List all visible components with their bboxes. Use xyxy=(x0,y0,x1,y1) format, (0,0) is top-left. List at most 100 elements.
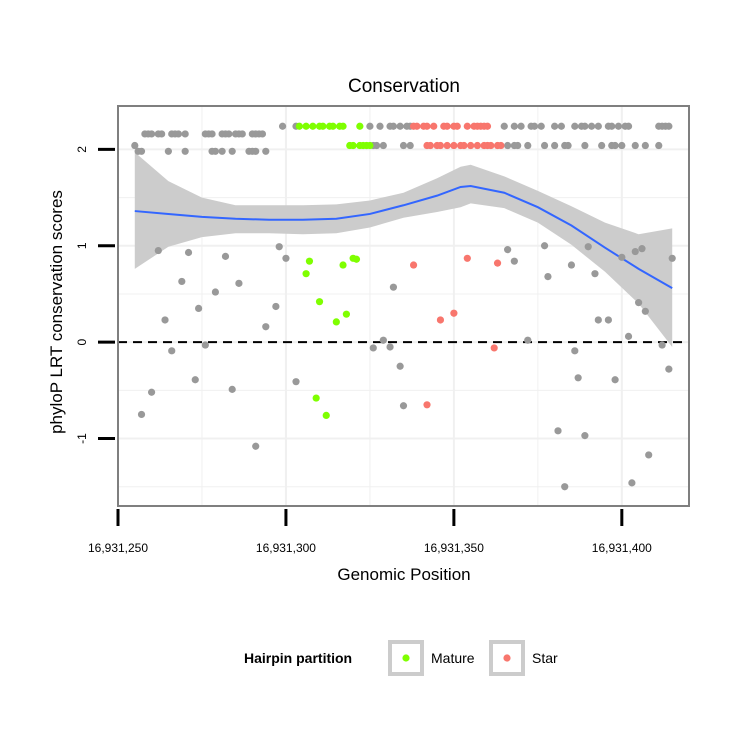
data-point-other xyxy=(369,344,377,352)
data-point-star xyxy=(436,141,445,150)
data-point-star xyxy=(460,141,468,150)
data-point-other xyxy=(278,122,287,130)
data-point-other xyxy=(262,323,270,331)
data-point-other xyxy=(530,122,539,130)
smooth-line-group xyxy=(134,184,673,290)
axes: 16,931,250 16,931,300 16,931,350 16,931,400… xyxy=(75,146,652,555)
legend-point-star xyxy=(503,654,511,662)
data-point-other xyxy=(181,130,189,138)
data-point-star xyxy=(443,122,451,130)
data-point-mature xyxy=(329,122,337,130)
data-point-other xyxy=(581,122,589,130)
data-point-other xyxy=(184,248,193,257)
data-point-mature xyxy=(332,318,340,326)
data-point-other xyxy=(628,479,636,487)
data-point-other xyxy=(131,141,139,150)
loess-smooth-line xyxy=(134,184,673,290)
data-point-other xyxy=(524,336,532,344)
chart-title: Conservation xyxy=(348,76,460,97)
legend-point-mature xyxy=(402,654,410,662)
data-point-star xyxy=(409,261,418,269)
data-point-other xyxy=(137,410,146,419)
panel-border xyxy=(117,105,690,507)
data-point-other xyxy=(557,122,565,130)
data-point-other xyxy=(292,378,300,386)
data-point-other xyxy=(178,277,186,286)
data-point-other xyxy=(618,141,626,150)
data-point-other xyxy=(571,347,579,355)
data-point-other xyxy=(396,122,404,130)
data-point-star xyxy=(413,122,421,130)
data-point-other xyxy=(195,304,203,313)
legend-title: Hairpin partition xyxy=(244,650,352,666)
data-point-other xyxy=(624,122,633,130)
data-point-other xyxy=(379,336,387,344)
x-tick-label: 16,931,250 xyxy=(88,541,148,555)
data-point-other xyxy=(399,402,408,410)
data-point-mature xyxy=(356,122,364,130)
data-point-other xyxy=(500,122,508,130)
data-point-mature xyxy=(295,122,303,130)
data-point-other xyxy=(386,343,394,351)
data-point-other xyxy=(641,141,649,150)
data-point-other xyxy=(611,376,619,384)
data-point-other xyxy=(225,130,233,138)
data-point-star xyxy=(423,401,431,409)
legend: Hairpin partition Mature Star xyxy=(244,640,558,676)
data-point-star xyxy=(463,254,471,262)
data-point-star xyxy=(450,309,458,317)
data-point-star xyxy=(436,316,445,324)
data-point-other xyxy=(510,257,518,265)
data-point-star xyxy=(450,141,458,150)
data-point-other xyxy=(668,254,676,262)
data-point-other xyxy=(540,141,549,150)
data-point-star xyxy=(463,122,471,130)
data-point-other xyxy=(561,483,569,491)
data-point-mature xyxy=(352,255,361,263)
data-point-mature xyxy=(319,122,327,130)
data-point-other xyxy=(665,365,673,373)
data-point-other xyxy=(655,141,663,150)
data-point-other xyxy=(551,122,559,130)
data-point-other xyxy=(608,122,616,130)
data-point-other xyxy=(540,242,549,250)
data-point-other xyxy=(624,332,633,340)
data-point-star xyxy=(497,141,505,150)
data-point-other xyxy=(262,147,270,155)
data-point-other xyxy=(564,141,572,150)
data-point-other xyxy=(396,362,404,370)
y-axis-title: phyloP LRT conservation scores xyxy=(47,190,66,434)
data-point-other xyxy=(635,299,643,307)
data-point-other xyxy=(406,141,414,150)
data-point-other xyxy=(168,347,176,355)
data-point-other xyxy=(510,122,518,130)
data-point-other xyxy=(174,130,183,138)
data-point-other xyxy=(591,270,599,278)
data-point-other xyxy=(544,273,552,281)
data-point-other xyxy=(587,122,596,130)
data-point-other xyxy=(158,130,166,138)
data-point-other xyxy=(638,245,646,253)
data-point-other xyxy=(373,141,381,150)
data-point-other xyxy=(399,141,408,150)
x-axis-title: Genomic Position xyxy=(337,565,470,584)
data-point-mature xyxy=(349,141,357,150)
data-point-other xyxy=(641,307,649,315)
data-point-star xyxy=(423,122,431,130)
data-point-other xyxy=(366,122,374,130)
data-point-other xyxy=(581,432,589,440)
data-point-other xyxy=(631,247,639,256)
y-tick-label: 2 xyxy=(75,146,89,153)
data-point-mature xyxy=(339,261,347,269)
data-point-star xyxy=(473,141,481,150)
data-point-mature xyxy=(309,122,317,130)
data-point-other xyxy=(228,385,236,393)
data-point-other xyxy=(147,130,156,138)
data-point-other xyxy=(238,130,246,138)
data-point-other xyxy=(514,141,522,150)
data-point-star xyxy=(487,141,495,150)
data-point-other xyxy=(504,141,512,150)
data-point-mature xyxy=(312,394,320,402)
data-point-other xyxy=(618,253,626,261)
data-point-mature xyxy=(366,141,374,150)
